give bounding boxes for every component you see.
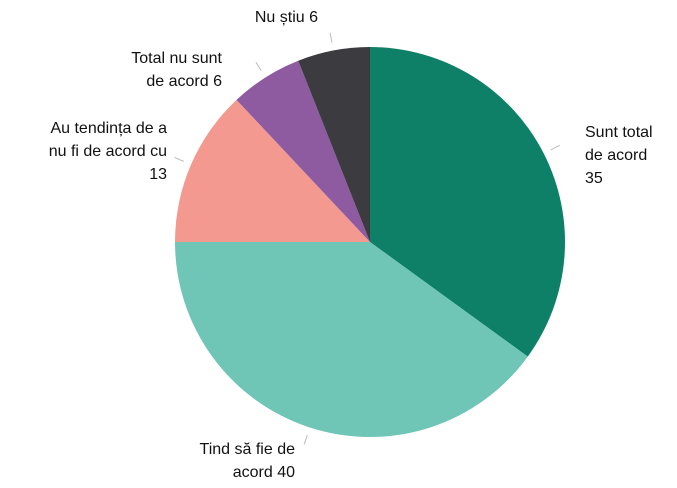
slice-value: 6: [309, 9, 318, 26]
slice-value: 6: [213, 73, 222, 90]
slice-label: Sunt total de acord 35: [585, 121, 667, 190]
leader-line: [174, 156, 184, 162]
pie-slice: [175, 242, 528, 437]
slice-value: 13: [149, 166, 167, 183]
slice-value: 35: [585, 170, 603, 187]
pie-slice: [236, 60, 370, 242]
slice-name: Total nu sunt de acord: [131, 50, 222, 90]
slice-label: Tind să fie de acord 40: [180, 438, 295, 484]
leader-line: [303, 434, 308, 445]
slice-name: Tind să fie de acord: [199, 441, 295, 481]
slice-label: Total nu sunt de acord 6: [114, 47, 222, 93]
slice-name: Nu știu: [254, 9, 305, 26]
slice-label: Nu știu 6: [198, 6, 318, 29]
leader-line: [255, 61, 262, 71]
pie-slice: [370, 47, 565, 357]
slice-value: 40: [277, 464, 295, 481]
leader-line: [550, 144, 561, 151]
slice-name: Au tendința de a nu fi de acord cu: [48, 120, 167, 160]
slice-label: Au tendința de a nu fi de acord cu 13: [32, 117, 167, 186]
slice-name: Sunt total de acord: [585, 124, 653, 164]
leader-line: [329, 32, 333, 43]
pie-slice: [175, 99, 370, 242]
pie-slice: [298, 47, 370, 242]
